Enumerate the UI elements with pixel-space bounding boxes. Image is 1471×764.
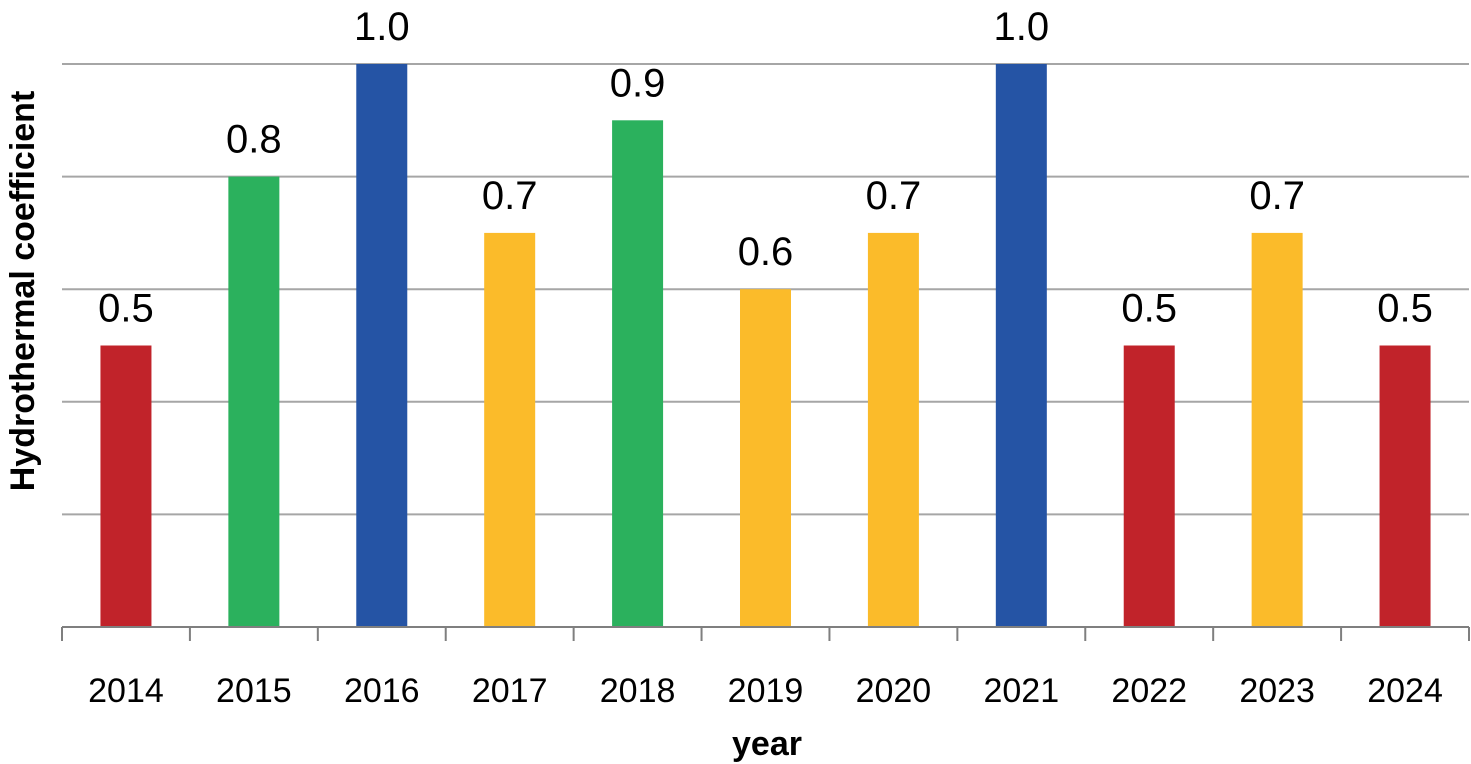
x-tick-label-layer: 2014 2015 2016 2017 2018 2019 2020 2021 2022 2023…: [88, 672, 1443, 710]
bar-2017: [484, 232, 536, 627]
x-tick-label-2022: 2022: [1111, 672, 1187, 710]
x-axis-title: year: [732, 725, 802, 763]
data-label-2024: 0.5: [1377, 287, 1433, 331]
bar-2016: [356, 64, 408, 627]
x-tick-label-2016: 2016: [344, 672, 420, 710]
data-label-layer: 0.5 0.8 1.0 0.7 0.9 0.6 0.7 1.0 0.5 0.7 0.5: [98, 5, 1433, 331]
data-label-2015: 0.8: [226, 118, 282, 162]
x-tick-label-2020: 2020: [856, 672, 932, 710]
bar-2024: [1379, 345, 1431, 627]
data-label-2017: 0.7: [482, 174, 538, 218]
x-tick-label-2023: 2023: [1239, 672, 1315, 710]
data-label-2014: 0.5: [98, 287, 154, 331]
data-label-2022: 0.5: [1121, 287, 1177, 331]
bar-2015: [228, 176, 280, 627]
data-label-2018: 0.9: [610, 61, 666, 105]
data-label-2020: 0.7: [866, 174, 922, 218]
x-tick-label-2014: 2014: [88, 672, 164, 710]
x-tick-label-2024: 2024: [1367, 672, 1443, 710]
bar-2022: [1123, 345, 1175, 627]
bar-2014: [100, 345, 152, 627]
bar-2021: [995, 64, 1047, 627]
bar-2019: [740, 289, 791, 627]
data-label-2021: 1.0: [994, 5, 1050, 49]
bar-2018: [612, 120, 664, 628]
bar-2023: [1251, 232, 1303, 627]
y-axis-title: Hydrothermal coefficient: [4, 91, 42, 492]
data-label-2019: 0.6: [738, 230, 794, 274]
x-axis: [61, 626, 1470, 641]
bar-layer: [100, 64, 1431, 628]
x-tick-label-2017: 2017: [472, 672, 548, 710]
x-tick-label-2021: 2021: [983, 672, 1059, 710]
data-label-2023: 0.7: [1249, 174, 1305, 218]
x-tick-label-2015: 2015: [216, 672, 292, 710]
data-label-2016: 1.0: [354, 5, 410, 49]
bar-2020: [867, 232, 919, 627]
x-tick-label-2018: 2018: [600, 672, 676, 710]
x-tick-label-2019: 2019: [728, 672, 804, 710]
